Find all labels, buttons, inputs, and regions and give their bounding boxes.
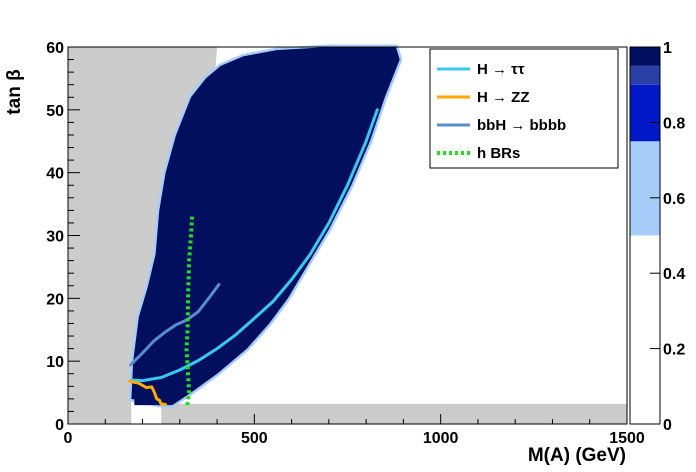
y-tick-label: 30 <box>46 229 64 246</box>
series-line-1 <box>128 379 168 406</box>
series-line-2 <box>129 283 221 367</box>
colorbar-band <box>630 141 660 236</box>
colorbar-tick-label: 0.8 <box>663 115 685 132</box>
series-line-0 <box>129 108 379 383</box>
series-line-3 <box>184 216 195 406</box>
legend-label: H → ZZ <box>477 89 530 106</box>
y-tick-label: 0 <box>55 417 64 434</box>
x-tick-label: 0 <box>64 430 73 447</box>
x-tick-label: 1000 <box>423 430 459 447</box>
axes-layer: 0 500 1000 1500 0 10 20 30 40 50 60 <box>46 40 645 447</box>
y-axis-title: tan β <box>4 69 25 114</box>
colorbar: 0 0.2 0.4 0.6 0.8 1 <box>629 40 685 434</box>
colorbar-tick-label: 0.2 <box>663 342 685 359</box>
legend-label: bbH → bbbb <box>477 117 566 134</box>
x-tick-label: 1500 <box>609 430 645 447</box>
colorbar-band <box>630 84 660 142</box>
series-layer <box>128 108 379 406</box>
colorbar-frame <box>629 46 661 425</box>
legend-label: H → ττ <box>477 61 525 78</box>
x-tick-label: 500 <box>241 430 268 447</box>
allowed-region <box>131 47 400 406</box>
y-tick-label: 20 <box>46 291 64 308</box>
colorbar-tick-label: 1 <box>663 40 672 57</box>
colorbar-band <box>630 47 660 66</box>
legend: H → ττ H → ZZ bbH → bbbb h BRs <box>429 48 619 169</box>
allowed-region-low <box>134 389 166 406</box>
y-tick-label: 40 <box>46 166 64 183</box>
y-tick-label: 60 <box>46 40 64 57</box>
y-tick-label: 50 <box>46 103 64 120</box>
colorbar-tick-label: 0.6 <box>663 191 685 208</box>
colorbar-tick-label: 0.4 <box>663 266 685 283</box>
colorbar-tick-label: 0 <box>663 417 672 434</box>
x-axis-title: M(A) (GeV) <box>528 445 626 466</box>
excluded-strip <box>161 403 627 424</box>
allowed-region-layer <box>128 44 403 408</box>
colorbar-band <box>630 65 660 85</box>
colorbar-band <box>630 235 660 424</box>
y-tick-label: 10 <box>46 354 64 371</box>
legend-label: h BRs <box>477 145 520 162</box>
